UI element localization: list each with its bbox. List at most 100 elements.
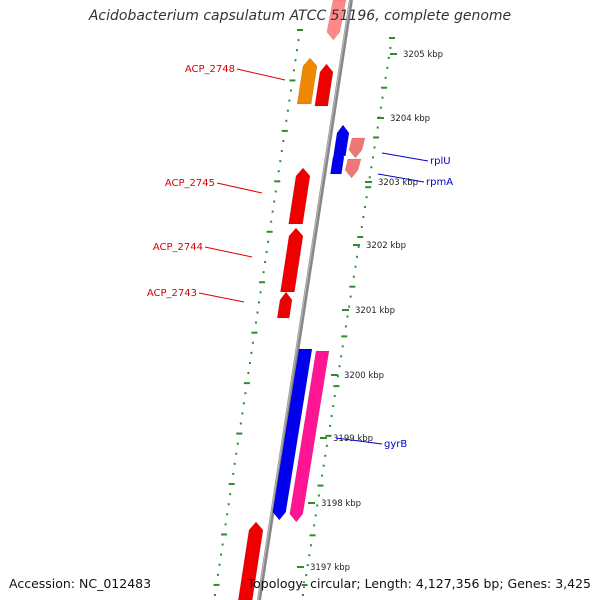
kbp-tick-label: 3205 kbp (403, 50, 443, 60)
inner-tick-ring-tick (265, 250, 268, 253)
inner-tick-ring-tick (232, 472, 235, 475)
outer-tick-ring-tick (338, 365, 341, 368)
inner-tick-ring-tick (242, 402, 245, 405)
inner-tick-ring-tick (220, 553, 223, 556)
gene-label-acp-2745: ACP_2745 (165, 178, 215, 189)
inner-tick-ring-tick (297, 39, 300, 42)
inner-tick-ring-tick (221, 533, 228, 536)
label-leader-line (236, 68, 286, 81)
outer-tick-ring-tick (333, 395, 336, 398)
accession-text: Accession: NC_012483 (9, 576, 152, 591)
inner-tick-ring-tick (271, 210, 274, 213)
inner-tick-ring-tick (292, 69, 295, 72)
inner-tick-ring-tick (297, 29, 303, 31)
backbone-line (257, 0, 353, 600)
outer-tick-ring-tick (348, 305, 351, 308)
inner-tick-ring-tick (241, 412, 244, 415)
gene-labels: ACP_2748 ACP_2745 ACP_2744 ACP_2743 rplU rpmA… (147, 64, 453, 450)
inner-tick-ring-tick (289, 79, 296, 82)
inner-tick-ring-tick (279, 160, 282, 163)
gene-arrow (288, 167, 311, 225)
inner-tick-ring-tick (236, 432, 243, 435)
outer-tick-ring-tick (306, 564, 309, 567)
inner-tick-ring-tick (270, 220, 273, 223)
inner-tick-ring-tick (266, 230, 273, 233)
gene-arrow (330, 148, 345, 175)
inner-tick-ring-tick (214, 594, 216, 596)
kbp-tick-mark (390, 53, 397, 55)
inner-tick-ring-tick (288, 99, 291, 102)
inner-tick-ring-tick (228, 483, 235, 486)
kbp-tick-label: 3202 kbp (366, 241, 406, 251)
label-leader-line (204, 246, 253, 258)
inner-tick-ring-tick (264, 261, 267, 264)
outer-tick-ring-tick (381, 86, 388, 89)
inner-tick-ring-tick (274, 190, 277, 193)
gene-label-acp-2748: ACP_2748 (185, 64, 235, 75)
outer-tick-ring-tick (317, 494, 320, 497)
inner-tick-ring-tick (277, 170, 280, 173)
outer-tick-ring-tick (321, 474, 324, 477)
gene-arrow (280, 227, 304, 293)
outer-tick-ring-tick (325, 444, 328, 447)
outer-tick-ring-tick (349, 295, 352, 298)
outer-tick-ring-tick (365, 186, 372, 189)
outer-tick-ring-tick (340, 355, 343, 358)
kbp-tick-mark (320, 437, 327, 439)
gene-arrow (333, 124, 350, 157)
outer-tick-ring-tick (309, 544, 312, 547)
inner-tick-ring-tick (227, 503, 230, 506)
outer-tick-ring-tick (349, 285, 356, 288)
gene-label-acp-2743: ACP_2743 (147, 288, 197, 299)
inner-tick-ring-tick (280, 150, 283, 153)
outer-tick-ring-tick (330, 414, 333, 417)
inner-tick-ring-tick (256, 311, 259, 314)
kbp-tick-mark (377, 117, 384, 119)
gene-label-rpma: rpmA (426, 177, 453, 188)
outer-tick-ring-tick (333, 385, 340, 388)
label-leader-line (216, 182, 263, 194)
inner-tick-ring-tick (233, 462, 236, 465)
outer-tick-ring-tick (313, 524, 316, 527)
inner-tick-ring-tick (254, 321, 257, 324)
inner-tick-ring-tick (236, 442, 239, 445)
outer-tick-ring-tick (325, 434, 332, 437)
kbp-tick-label: 3199 kbp (333, 434, 373, 444)
kbp-tick-mark (297, 566, 304, 568)
outer-tick-ring-tick (357, 245, 360, 248)
outer-tick-ring-tick (308, 554, 311, 557)
gene-arrow (314, 63, 334, 107)
kbp-tick-label: 3198 kbp (321, 499, 361, 509)
inner-tick-ring-tick (273, 200, 276, 203)
outer-tick-ring-tick (332, 405, 335, 408)
outer-tick-ring-tick (352, 275, 355, 278)
inner-tick-ring-tick (258, 301, 261, 304)
inner-tick-ring-tick (281, 129, 288, 132)
kbp-tick-label: 3197 kbp (310, 563, 350, 573)
label-leader-line (335, 437, 383, 445)
kbp-tick-label: 3204 kbp (390, 114, 430, 124)
kbp-tick-mark (308, 502, 315, 504)
outer-tick-ring-tick (344, 325, 347, 328)
inner-tick-ring-tick (262, 271, 265, 274)
outer-tick-ring-tick (387, 56, 390, 59)
outer-tick-ring-tick (384, 76, 387, 79)
gene-label-acp-2744: ACP_2744 (153, 242, 203, 253)
outer-tick-ring-tick (357, 235, 364, 238)
kbp-tick-mark (365, 181, 372, 183)
outer-tick-ring-tick (376, 126, 379, 129)
kbp-tick-mark (331, 374, 338, 376)
inner-tick-ring-tick (286, 109, 289, 112)
inner-tick-ring-tick (247, 372, 250, 375)
inner-tick-ring-tick (221, 543, 224, 546)
gene-arrow (238, 521, 264, 600)
outer-tick-ring-tick (362, 216, 365, 219)
inner-tick-ring-tick (274, 180, 281, 183)
outer-tick-ring-tick (316, 504, 319, 507)
outer-tick-ring-tick (370, 166, 373, 169)
inner-tick-ring-tick (259, 281, 266, 284)
gene-arrow (272, 348, 313, 521)
outer-tick-ring-tick (354, 265, 357, 268)
outer-tick-ring-tick (341, 345, 344, 348)
inner-tick-ring-tick (294, 59, 297, 62)
